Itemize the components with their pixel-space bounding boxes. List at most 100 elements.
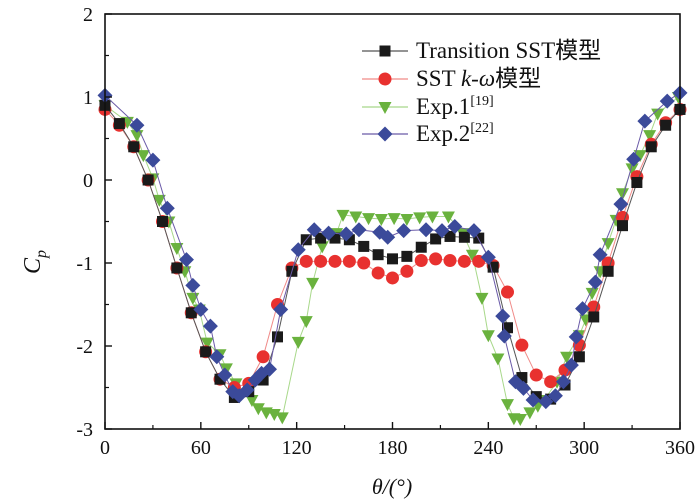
data-point xyxy=(129,117,145,133)
data-point xyxy=(587,300,601,314)
data-point xyxy=(529,368,543,382)
data-point xyxy=(418,222,434,238)
x-tick-label: 180 xyxy=(378,437,408,459)
data-point xyxy=(315,241,329,254)
data-point xyxy=(516,372,528,384)
data-point xyxy=(202,318,218,334)
x-axis-label: θ/(°) xyxy=(372,474,412,499)
y-axis-label-sub: p xyxy=(33,250,50,259)
data-point xyxy=(291,336,305,349)
data-point xyxy=(443,254,457,268)
data-point xyxy=(466,223,482,239)
x-tick-label: 120 xyxy=(282,437,312,459)
data-point xyxy=(357,256,371,270)
data-point xyxy=(401,250,413,262)
data-point xyxy=(257,374,269,386)
data-point xyxy=(306,222,322,238)
data-point xyxy=(338,226,354,242)
data-point xyxy=(588,311,600,323)
data-point xyxy=(496,328,512,344)
data-point xyxy=(645,141,657,153)
data-point xyxy=(481,330,495,343)
data-point xyxy=(501,285,514,299)
data-point xyxy=(513,414,527,427)
data-point xyxy=(358,240,370,252)
data-point xyxy=(523,407,537,420)
data-point xyxy=(185,277,201,293)
data-point xyxy=(633,150,647,163)
data-point xyxy=(152,194,166,207)
data-point xyxy=(217,367,233,383)
data-point xyxy=(185,307,197,319)
legend-label-exp1: Exp.1[19] xyxy=(416,94,494,119)
data-point xyxy=(441,211,455,224)
data-point xyxy=(256,350,270,364)
data-point xyxy=(473,232,485,244)
data-point xyxy=(178,252,194,268)
series-layer xyxy=(97,85,688,427)
data-point xyxy=(128,141,140,153)
data-point xyxy=(414,254,428,268)
data-point xyxy=(314,254,328,268)
x-tick-label: 300 xyxy=(569,437,599,459)
data-point xyxy=(457,254,471,268)
x-tick-label: 240 xyxy=(473,437,503,459)
legend-label-exp2: Exp.2[22] xyxy=(416,121,494,146)
y-tick-label: 1 xyxy=(83,87,93,109)
legend-marker xyxy=(378,72,392,86)
x-tick-label: 60 xyxy=(191,437,211,459)
data-point xyxy=(465,249,479,262)
data-point xyxy=(374,214,388,227)
data-point xyxy=(328,254,342,268)
data-point xyxy=(430,233,442,245)
legend-exp2-ref: [22] xyxy=(470,121,493,136)
data-point xyxy=(447,218,463,234)
data-point xyxy=(321,225,337,241)
data-point xyxy=(585,287,599,300)
legend-marker xyxy=(377,126,393,142)
data-point xyxy=(380,229,396,245)
data-point xyxy=(272,331,283,343)
data-point xyxy=(351,222,367,238)
y-tick-label: -2 xyxy=(76,336,93,358)
data-point xyxy=(601,238,615,251)
legend-sst-italic: k-ω xyxy=(461,66,495,91)
y-tick-label: -3 xyxy=(76,419,93,441)
data-point xyxy=(631,176,643,188)
data-point xyxy=(170,243,184,256)
data-point xyxy=(372,249,384,261)
data-point xyxy=(290,242,306,258)
data-point xyxy=(568,329,584,345)
legend-marker xyxy=(378,102,392,114)
data-point xyxy=(555,374,571,390)
data-point xyxy=(613,196,629,212)
data-point xyxy=(602,265,614,277)
data-point xyxy=(544,375,558,389)
data-point xyxy=(200,346,212,358)
legend-exp1-ref: [19] xyxy=(470,94,493,109)
data-point xyxy=(643,130,657,143)
data-point xyxy=(306,277,320,290)
legend-label-sst-k-omega: SST k-ω模型 xyxy=(416,66,541,91)
data-point xyxy=(209,349,225,365)
data-point xyxy=(275,412,289,425)
data-point xyxy=(136,150,150,163)
data-point xyxy=(547,388,563,404)
data-point xyxy=(200,337,214,350)
data-point xyxy=(480,249,496,265)
data-point xyxy=(560,351,574,364)
data-point xyxy=(145,152,161,168)
data-point xyxy=(362,213,376,226)
y-tick-label: 2 xyxy=(83,4,93,26)
legend-sst-plain: SST xyxy=(416,66,461,91)
data-point xyxy=(515,380,531,396)
data-point xyxy=(343,234,355,246)
data-point xyxy=(371,266,385,280)
data-point xyxy=(501,399,514,412)
data-point xyxy=(171,262,183,274)
data-point xyxy=(625,163,639,176)
data-point xyxy=(413,212,427,225)
y-tick-label: -1 xyxy=(76,253,93,275)
data-point xyxy=(617,220,628,232)
